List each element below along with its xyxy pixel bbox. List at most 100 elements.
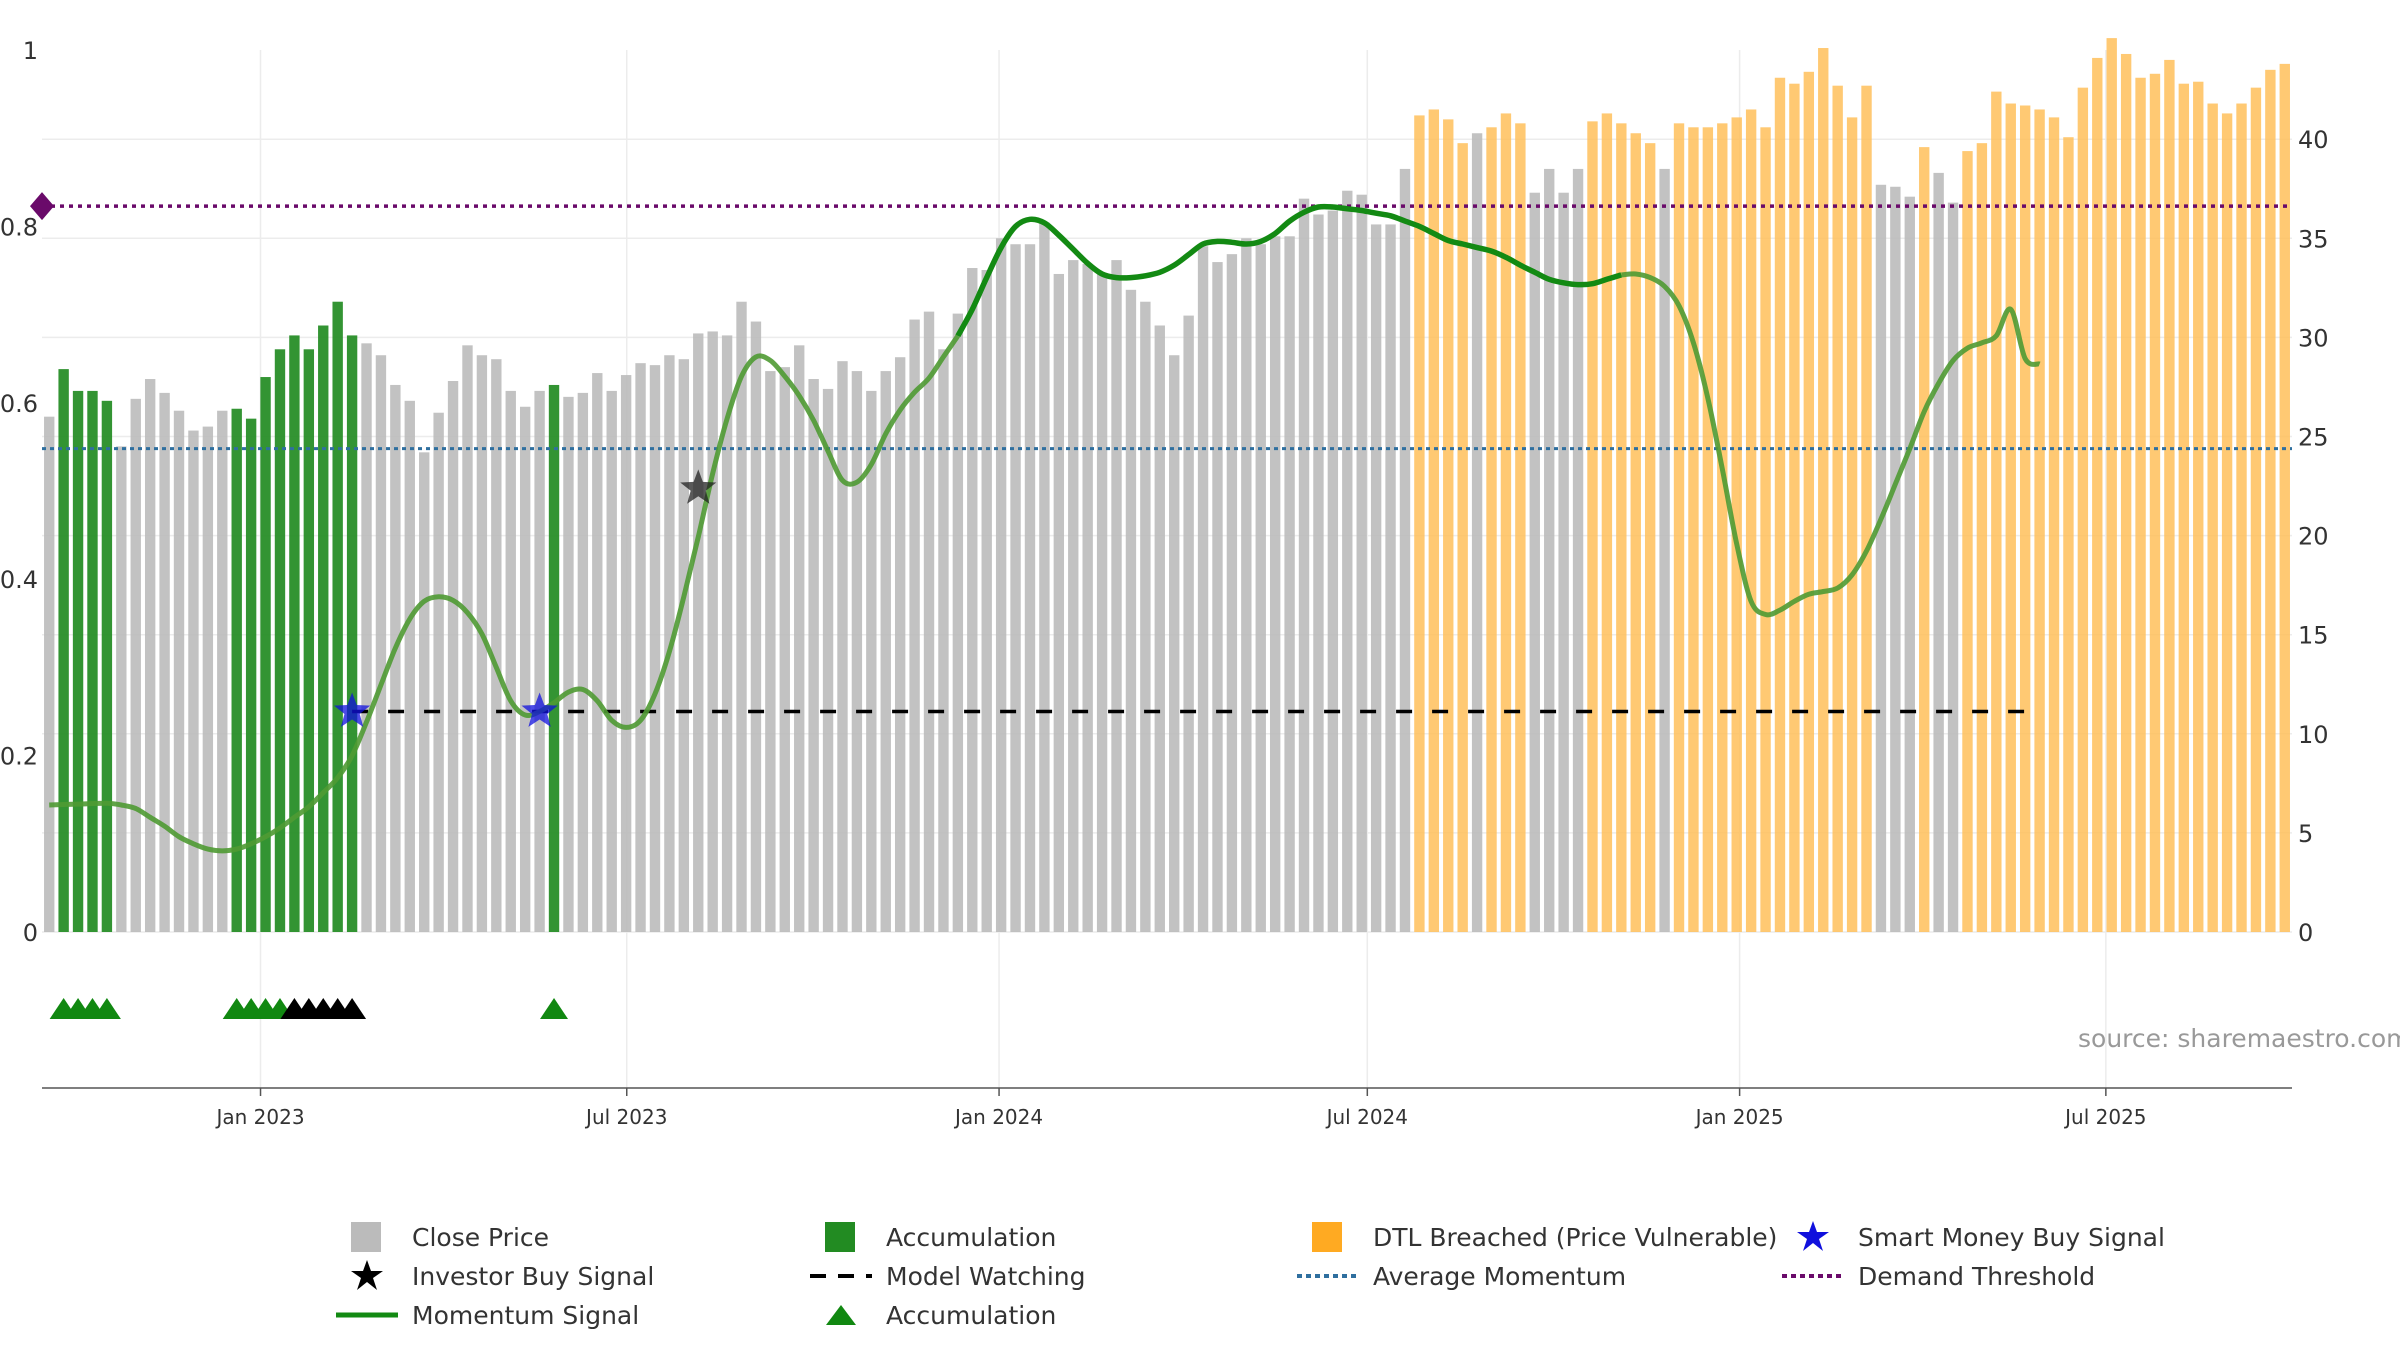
left-tick-label: 1	[23, 37, 38, 65]
bar-close	[361, 343, 372, 932]
bar-dtl	[1630, 133, 1641, 933]
bar-dtl	[2034, 109, 2045, 932]
bar-close	[173, 410, 185, 932]
bar-close	[1947, 202, 1959, 933]
bar-close	[159, 392, 170, 932]
bar-dtl	[1601, 113, 1613, 932]
bar-close	[981, 270, 992, 932]
bar-close	[577, 392, 589, 932]
bar-close	[1399, 168, 1411, 933]
bar-close	[188, 430, 199, 932]
bar-dtl	[1587, 121, 1598, 933]
accumulation-triangle	[540, 998, 569, 1019]
bar-close	[217, 410, 228, 932]
left-tick-label: 0	[23, 919, 38, 947]
bar-close	[1111, 260, 1122, 933]
bar-close	[519, 406, 531, 932]
bar-dtl	[1803, 71, 1815, 932]
accumulation-triangle	[92, 998, 121, 1019]
bar-dtl	[1443, 119, 1454, 932]
bar-close	[476, 355, 488, 933]
bar-close	[433, 412, 444, 933]
bar-close	[923, 311, 935, 932]
bar-close	[1370, 224, 1382, 933]
right-tick-label: 10	[2298, 721, 2329, 749]
bar-close	[1212, 262, 1223, 932]
bar-accumulation	[72, 390, 84, 933]
bar-close	[1255, 244, 1266, 932]
left-tick-label: 0.8	[0, 213, 38, 241]
bar-close	[1082, 264, 1093, 932]
bar-close	[1024, 244, 1036, 932]
bar-accumulation	[87, 390, 98, 933]
bar-dtl	[2250, 87, 2262, 932]
bar-close	[1068, 260, 1079, 933]
bar-dtl	[1486, 127, 1497, 932]
bar-close	[534, 390, 545, 933]
bar-dtl	[1760, 127, 1771, 932]
bar-close	[678, 359, 690, 932]
bar-close	[419, 452, 430, 932]
bar-close	[1241, 238, 1252, 933]
bar-dtl	[2092, 57, 2103, 932]
bar-accumulation	[303, 349, 315, 932]
markers	[49, 469, 717, 1019]
bar-close	[505, 390, 516, 933]
bar-close	[462, 345, 473, 932]
bar-accumulation	[346, 335, 358, 932]
bar-accumulation	[332, 301, 343, 932]
bar-dtl	[1745, 109, 1757, 932]
bar-close	[952, 313, 964, 932]
investor-triangle	[338, 998, 367, 1019]
bar-close	[563, 396, 574, 932]
x-tick-label: Jul 2023	[584, 1105, 667, 1129]
bar-close	[880, 371, 891, 932]
bar-close	[1385, 224, 1396, 933]
bar-close	[1313, 214, 1324, 932]
bar-dtl	[2178, 83, 2190, 932]
lines	[30, 192, 2292, 854]
bar-dtl	[2077, 87, 2089, 932]
bar-dtl	[1832, 85, 1843, 933]
right-tick-label: 35	[2298, 225, 2329, 253]
momentum-line-faded	[49, 334, 960, 854]
bar-close	[620, 375, 632, 932]
bar-dtl	[1717, 123, 1728, 932]
right-tick-label: 15	[2298, 622, 2329, 650]
investor-buy-signal	[680, 469, 717, 504]
smart-money-buy-signal	[334, 692, 371, 727]
bar-close	[1010, 244, 1021, 932]
bar-dtl	[2135, 77, 2146, 933]
bar-close	[707, 331, 718, 932]
bar-close	[606, 390, 617, 933]
bar-close	[1140, 301, 1151, 932]
bar-dtl	[2120, 53, 2132, 932]
bar-close	[1342, 190, 1353, 932]
bar-dtl	[2019, 105, 2031, 932]
bar-close	[1096, 273, 1108, 933]
bar-dtl	[2063, 137, 2074, 932]
bar-dtl	[2149, 73, 2161, 932]
left-tick-label: 0.4	[0, 566, 38, 594]
bar-dtl	[1414, 115, 1425, 932]
bar-close	[44, 416, 55, 932]
bar-close	[837, 361, 848, 933]
bar-dtl	[2265, 69, 2276, 933]
bar-dtl	[2193, 81, 2204, 933]
bar-dtl	[1731, 117, 1742, 932]
bar-close	[635, 363, 646, 932]
bar-close	[1053, 273, 1065, 933]
bar-accumulation	[289, 335, 300, 932]
bar-dtl	[1962, 151, 1973, 933]
bar-accumulation	[58, 369, 69, 933]
bar-dtl	[1818, 48, 1829, 932]
right-tick-label: 40	[2298, 126, 2329, 154]
bar-accumulation	[245, 418, 257, 932]
bars	[44, 38, 2290, 933]
bar-close	[909, 319, 920, 932]
left-tick-label: 0.2	[0, 743, 38, 771]
left-tick-label: 0.6	[0, 390, 38, 418]
x-tick-label: Jan 2023	[214, 1105, 304, 1129]
bar-close	[202, 426, 214, 932]
